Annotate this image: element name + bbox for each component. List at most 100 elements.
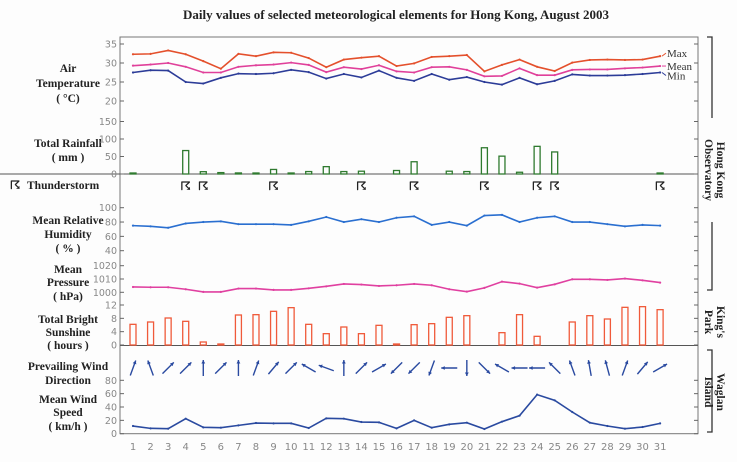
y-tick-label-wind_speed: 0 bbox=[111, 429, 117, 440]
data-point-temperature bbox=[483, 75, 486, 78]
data-point-humidity bbox=[465, 224, 468, 227]
y-tick-label-rainfall: 150 bbox=[99, 117, 117, 128]
data-point-temperature bbox=[219, 71, 222, 74]
x-tick-label: 22 bbox=[496, 442, 509, 453]
data-point-pressure bbox=[377, 284, 381, 288]
x-tick-label: 28 bbox=[601, 442, 614, 453]
series-line-temperature-max bbox=[132, 49, 661, 73]
x-tick-label: 7 bbox=[235, 442, 241, 453]
bar-sunshine bbox=[515, 314, 524, 346]
wind-arrow-head bbox=[408, 369, 413, 374]
data-point-wind_speed bbox=[571, 410, 574, 414]
data-point-humidity bbox=[536, 216, 539, 219]
panel-label-wind_speed: Mean Wind bbox=[39, 394, 98, 406]
y-tick-label-pressure: 1020 bbox=[93, 261, 117, 272]
bar-sunshine bbox=[375, 324, 383, 346]
data-point-wind_speed bbox=[149, 427, 152, 430]
bar-rainfall bbox=[269, 168, 278, 175]
data-point-temperature bbox=[518, 58, 521, 61]
bar-rainfall bbox=[252, 172, 260, 175]
y-tick-label-rainfall: 100 bbox=[99, 135, 117, 146]
data-point-humidity bbox=[219, 220, 222, 223]
bar-sunshine bbox=[498, 332, 506, 346]
data-point-temperature bbox=[536, 65, 539, 68]
y-tick-label-rainfall: 50 bbox=[105, 152, 117, 163]
wind-arrow-head bbox=[441, 366, 445, 370]
data-point-temperature bbox=[588, 68, 591, 71]
data-point-temperature bbox=[131, 64, 135, 67]
data-point-temperature bbox=[307, 56, 310, 60]
y-tick-label-temperature: 20 bbox=[105, 97, 117, 108]
bar-rainfall bbox=[551, 151, 559, 175]
bar-sunshine bbox=[217, 343, 225, 346]
bar-rainfall bbox=[656, 172, 664, 175]
data-point-wind_speed bbox=[430, 426, 433, 429]
data-point-temperature bbox=[290, 61, 293, 64]
data-point-temperature bbox=[342, 72, 345, 76]
bar-sunshine bbox=[269, 310, 278, 346]
data-point-temperature bbox=[360, 76, 363, 79]
data-point-temperature bbox=[131, 71, 135, 74]
data-point-temperature bbox=[307, 63, 310, 66]
y-tick-label-pressure: 1000 bbox=[93, 288, 117, 299]
y-tick-label-sunshine: 0 bbox=[111, 341, 117, 352]
wind-arrow-head bbox=[292, 362, 297, 367]
panel-label-pressure: Pressure bbox=[47, 277, 89, 289]
data-point-temperature bbox=[465, 75, 468, 79]
wind-arrow-head bbox=[301, 364, 306, 368]
bar-sunshine bbox=[146, 321, 155, 346]
data-point-temperature bbox=[553, 79, 556, 82]
data-point-humidity bbox=[149, 225, 152, 228]
y-tick-label-humidity: 60 bbox=[105, 232, 117, 243]
thunderstorm-marker: ☈ bbox=[181, 181, 192, 193]
data-point-pressure bbox=[483, 286, 486, 290]
data-point-pressure bbox=[430, 284, 433, 287]
data-point-temperature bbox=[448, 78, 451, 81]
data-point-temperature bbox=[483, 70, 486, 73]
data-point-temperature bbox=[500, 63, 504, 66]
x-tick-label: 2 bbox=[147, 442, 153, 453]
data-point-humidity bbox=[290, 223, 293, 226]
x-tick-label: 6 bbox=[218, 442, 224, 453]
wind-arrow-head bbox=[255, 360, 260, 365]
data-point-temperature bbox=[430, 72, 433, 76]
wind-arrow-head bbox=[428, 371, 432, 376]
data-point-temperature bbox=[342, 66, 345, 69]
thunderstorm-marker: ☈ bbox=[198, 181, 209, 193]
data-point-wind_speed bbox=[588, 421, 591, 424]
wind-arrow-head bbox=[169, 362, 174, 367]
y-tick-label-sunshine: 12 bbox=[105, 301, 117, 312]
data-point-pressure bbox=[307, 287, 310, 290]
thunderstorm-marker: ☈ bbox=[479, 181, 490, 193]
thunderstorm-marker: ☈ bbox=[532, 181, 543, 193]
data-point-wind_speed bbox=[202, 426, 205, 429]
thunderstorm-marker: ☈ bbox=[550, 181, 561, 193]
data-point-wind_speed bbox=[448, 423, 451, 426]
data-point-pressure bbox=[131, 285, 135, 289]
data-point-humidity bbox=[360, 218, 363, 221]
data-point-temperature bbox=[413, 62, 416, 65]
y-tick-label-pressure: 1010 bbox=[93, 275, 117, 286]
y-tick-label-temperature: 35 bbox=[105, 40, 117, 51]
y-tick-label-humidity: 80 bbox=[105, 218, 117, 229]
bar-sunshine bbox=[463, 315, 471, 346]
data-point-temperature bbox=[167, 69, 170, 72]
data-point-humidity bbox=[659, 224, 662, 227]
data-point-temperature bbox=[641, 66, 644, 69]
bar-sunshine bbox=[234, 314, 243, 346]
data-point-humidity bbox=[623, 225, 627, 228]
panel-label-thunderstorm: Thunderstorm bbox=[27, 180, 100, 192]
data-point-humidity bbox=[413, 215, 416, 218]
bar-sunshine bbox=[129, 323, 137, 346]
data-point-humidity bbox=[254, 223, 258, 226]
panel-label-wind_speed: Speed bbox=[53, 407, 83, 419]
data-point-temperature bbox=[202, 82, 205, 85]
data-point-humidity bbox=[430, 223, 433, 226]
panel-label-rainfall: ( mm ) bbox=[52, 152, 85, 164]
data-point-temperature bbox=[571, 73, 574, 76]
x-tick-label: 11 bbox=[302, 442, 315, 453]
data-point-humidity bbox=[518, 220, 521, 224]
data-point-temperature bbox=[588, 58, 591, 62]
data-point-temperature bbox=[377, 64, 381, 67]
x-tick-label: 14 bbox=[355, 442, 368, 453]
